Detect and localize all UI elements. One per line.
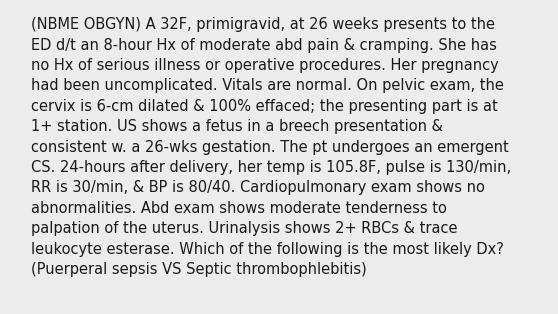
Text: (NBME OBGYN) A 32F, primigravid, at 26 weeks presents to the
ED d/t an 8-hour Hx: (NBME OBGYN) A 32F, primigravid, at 26 w… — [31, 17, 511, 277]
